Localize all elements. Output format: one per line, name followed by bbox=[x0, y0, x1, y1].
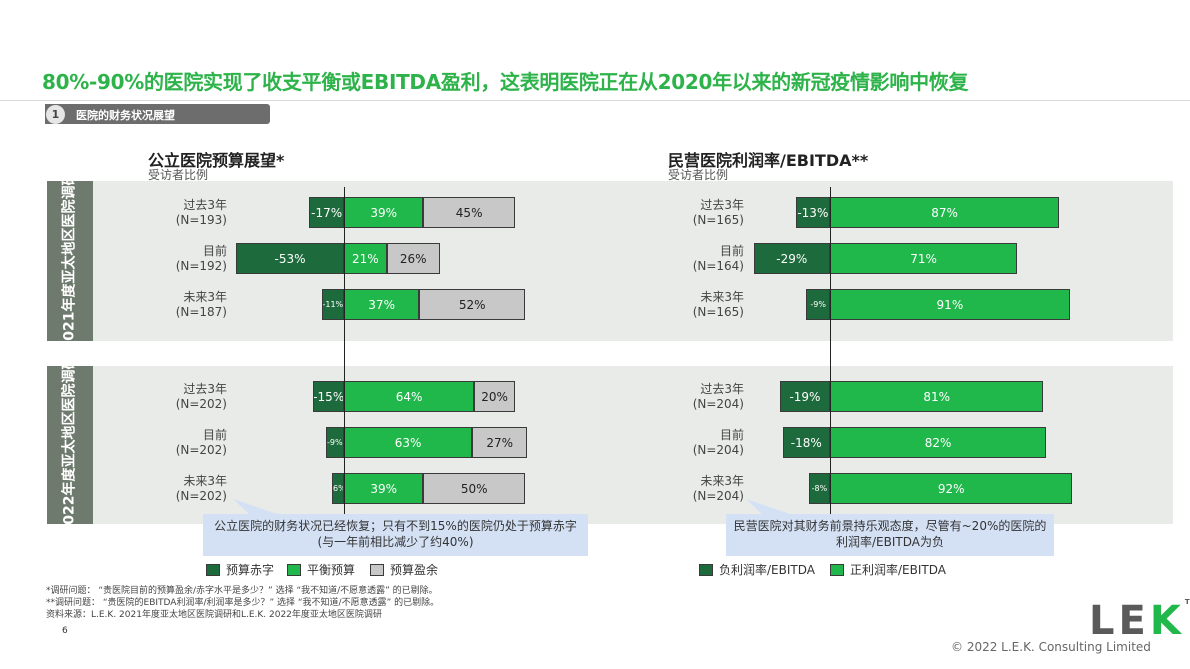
section-number-badge: 1 bbox=[46, 105, 65, 124]
private-zero-axis bbox=[830, 187, 831, 524]
headline: 80%-90%的医院实现了收支平衡或EBITDA盈利，这表明医院正在从2020年… bbox=[42, 70, 969, 94]
survey-2022-label: 2022年度亚太地区医院调研 bbox=[47, 356, 93, 534]
survey-2021-label: 2021年度亚太地区医院调研 bbox=[47, 172, 93, 350]
section-tag bbox=[45, 104, 270, 124]
private-bar-negative: -13% bbox=[795, 197, 830, 228]
private-row-label: 未来3年 (N=165) bbox=[692, 290, 744, 319]
public-bar-positive: 64% bbox=[344, 381, 475, 412]
legend-balanced-budget: 平衡预算 bbox=[287, 561, 355, 578]
page-number: 6 bbox=[62, 626, 68, 636]
public-bar-surplus: 26% bbox=[386, 243, 440, 274]
private-bar-positive: 71% bbox=[830, 243, 1018, 274]
private-chart-subtitle: 受访者比例 bbox=[668, 168, 729, 182]
private-bar-positive: 81% bbox=[830, 381, 1044, 412]
public-row-label: 目前 (N=202) bbox=[175, 428, 227, 457]
public-row-label: 未来3年 (N=202) bbox=[175, 474, 227, 503]
section-label: 医院的财务状况展望 bbox=[76, 109, 175, 122]
public-bar-negative: -17% bbox=[309, 197, 344, 228]
public-row-label: 目前 (N=192) bbox=[175, 244, 227, 273]
private-row-label: 过去3年 (N=204) bbox=[692, 382, 744, 411]
private-chart-title: 民营医院利润率/EBITDA** bbox=[668, 151, 869, 170]
public-bar-negative: -15% bbox=[313, 381, 344, 412]
footnote-1: *调研问题： “贵医院目前的预算盈余/赤字水平是多少？” 选择 “我不知道/不愿… bbox=[46, 586, 438, 596]
private-row-label: 未来3年 (N=204) bbox=[692, 474, 744, 503]
legend-swatch-positive bbox=[830, 563, 844, 576]
private-bar-positive: 82% bbox=[830, 427, 1047, 458]
public-bar-positive: 39% bbox=[344, 197, 424, 228]
public-row-label: 过去3年 (N=202) bbox=[175, 382, 227, 411]
public-bar-positive: 63% bbox=[344, 427, 473, 458]
public-callout-pointer bbox=[233, 499, 280, 515]
source-note: 资料来源：L.E.K. 2021年度亚太地区医院调研和L.E.K. 2022年度… bbox=[46, 610, 382, 620]
lek-logo: LEKTM bbox=[1089, 598, 1190, 644]
public-bar-surplus: 20% bbox=[474, 381, 515, 412]
public-bar-negative: -11% bbox=[321, 289, 344, 320]
private-callout: 民营医院对其财务前景持乐观态度，尽管有~20%的医院的利润率/EBITDA为负 bbox=[726, 514, 1054, 556]
public-bar-surplus: 45% bbox=[423, 197, 515, 228]
legend-swatch-negative bbox=[699, 563, 713, 576]
public-bar-negative: -6% bbox=[331, 473, 344, 504]
legend-budget-surplus: 预算盈余 bbox=[370, 561, 438, 578]
private-row-label: 目前 (N=164) bbox=[692, 244, 744, 273]
public-bar-positive: 39% bbox=[344, 473, 424, 504]
private-row-label: 目前 (N=204) bbox=[692, 428, 744, 457]
legend-negative-margin: 负利润率/EBITDA bbox=[699, 561, 815, 578]
legend-positive-margin: 正利润率/EBITDA bbox=[830, 561, 946, 578]
public-row-label: 未来3年 (N=187) bbox=[175, 290, 227, 319]
legend-budget-deficit: 预算赤字 bbox=[206, 561, 274, 578]
private-bar-negative: -19% bbox=[779, 381, 830, 412]
public-bar-negative: -53% bbox=[236, 243, 344, 274]
private-bar-negative: -29% bbox=[753, 243, 830, 274]
private-bar-positive: 91% bbox=[830, 289, 1070, 320]
copyright: © 2022 L.E.K. Consulting Limited bbox=[951, 640, 1151, 654]
private-callout-pointer bbox=[746, 499, 793, 515]
private-bar-negative: -18% bbox=[782, 427, 830, 458]
public-bar-positive: 21% bbox=[344, 243, 387, 274]
public-callout: 公立医院的财务状况已经恢复；只有不到15%的医院仍处于预算赤字 (与一年前相比减… bbox=[203, 514, 588, 556]
private-bar-negative: -8% bbox=[808, 473, 830, 504]
public-row-label: 过去3年 (N=193) bbox=[175, 198, 227, 227]
footnote-2: **调研问题： “贵医院的EBITDA利润率/利润率是多少？” 选择 “我不知道… bbox=[46, 598, 440, 608]
private-bar-positive: 87% bbox=[830, 197, 1060, 228]
public-bar-surplus: 27% bbox=[472, 427, 528, 458]
legend-swatch-surplus bbox=[370, 563, 384, 576]
public-bar-negative: -9% bbox=[325, 427, 344, 458]
public-bar-surplus: 52% bbox=[419, 289, 526, 320]
public-bar-positive: 37% bbox=[344, 289, 420, 320]
legend-swatch-deficit bbox=[206, 563, 220, 576]
public-bar-surplus: 50% bbox=[423, 473, 526, 504]
public-zero-axis bbox=[344, 187, 345, 524]
header-divider bbox=[0, 100, 1190, 101]
legend-swatch-balanced bbox=[287, 563, 301, 576]
private-bar-positive: 92% bbox=[830, 473, 1073, 504]
private-bar-negative: -9% bbox=[806, 289, 830, 320]
public-chart-title: 公立医院预算展望* bbox=[148, 151, 285, 170]
public-chart-subtitle: 受访者比例 bbox=[148, 168, 209, 182]
private-row-label: 过去3年 (N=165) bbox=[692, 198, 744, 227]
